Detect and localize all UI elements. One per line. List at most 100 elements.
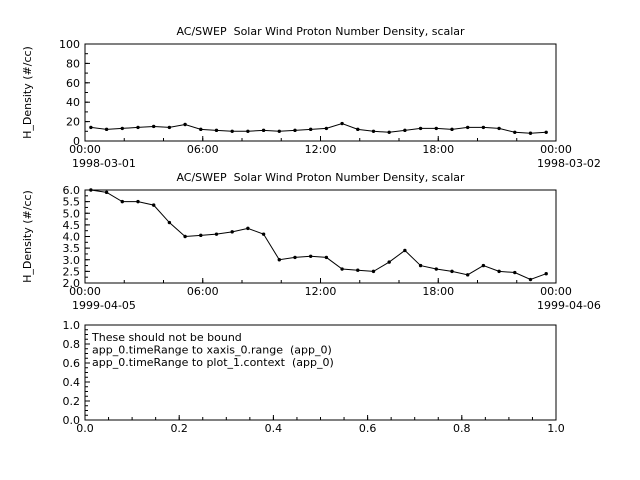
data-point-marker xyxy=(324,126,329,131)
data-point-marker xyxy=(104,190,109,195)
x-tick-label: 12:00 xyxy=(305,143,337,156)
data-point-marker xyxy=(513,270,517,275)
y-tick-label: 100 xyxy=(59,38,80,51)
annotation-line: app_0.timeRange to xaxis_0.range (app_0) xyxy=(92,344,332,357)
data-point-marker xyxy=(246,129,250,133)
plot-title: AC/SWEP Solar Wind Proton Number Density… xyxy=(176,25,465,38)
data-point-marker xyxy=(230,230,234,234)
data-point-marker xyxy=(293,128,297,133)
data-point-marker xyxy=(340,267,344,271)
plot-title: AC/SWEP Solar Wind Proton Number Density… xyxy=(176,171,465,184)
y-tick-label: 2.0 xyxy=(63,277,81,290)
data-point-marker xyxy=(261,232,266,236)
y-axis-label: H_Density (#/cc) xyxy=(21,190,34,283)
data-point-marker xyxy=(544,130,548,134)
data-point-marker xyxy=(481,125,486,130)
data-point-marker xyxy=(403,128,407,133)
x-tick-label: 0.2 xyxy=(170,422,188,435)
data-line xyxy=(90,189,547,281)
data-point-marker xyxy=(403,248,407,253)
data-point-marker xyxy=(513,130,517,134)
x-tick-label: 18:00 xyxy=(422,143,454,156)
data-point-marker xyxy=(183,122,187,127)
data-point-marker xyxy=(151,124,156,129)
x-tick-label: 1.0 xyxy=(547,422,565,435)
plot-1[interactable]: AC/SWEP Solar Wind Proton Number Density… xyxy=(21,25,601,170)
data-point-marker xyxy=(104,127,109,132)
data-point-marker xyxy=(497,269,501,274)
data-point-marker xyxy=(89,188,93,192)
y-tick-label: 5.0 xyxy=(63,207,81,220)
y-tick-label: 60 xyxy=(66,77,80,90)
data-point-marker xyxy=(465,273,470,277)
data-point-marker xyxy=(450,269,454,274)
y-tick-label: 0.4 xyxy=(63,376,81,389)
x-tick-label: 06:00 xyxy=(187,143,219,156)
data-point-marker xyxy=(371,269,376,274)
data-point-marker xyxy=(246,226,250,231)
data-point-marker xyxy=(450,127,454,132)
data-point-marker xyxy=(418,263,423,268)
y-tick-label: 0.6 xyxy=(63,357,81,370)
x-axis-date-end: 1998-03-02 xyxy=(537,157,601,170)
y-tick-label: 0 xyxy=(73,135,80,148)
data-point-marker xyxy=(199,127,203,132)
x-tick-label: 06:00 xyxy=(187,285,219,298)
y-tick-label: 40 xyxy=(66,96,80,109)
data-point-marker xyxy=(544,272,548,276)
data-point-marker xyxy=(183,234,187,239)
data-point-marker xyxy=(214,128,219,133)
data-point-marker xyxy=(528,277,533,282)
y-tick-label: 4.5 xyxy=(63,219,81,232)
data-point-marker xyxy=(308,254,313,258)
y-tick-label: 0.2 xyxy=(63,395,81,408)
data-point-marker xyxy=(324,255,329,260)
data-point-marker xyxy=(356,268,360,272)
x-tick-label: 0.4 xyxy=(265,422,283,435)
plot-frame xyxy=(84,189,557,284)
data-point-marker xyxy=(136,199,140,204)
plot-2[interactable]: AC/SWEP Solar Wind Proton Number Density… xyxy=(21,171,601,312)
annotation-line: These should not be bound xyxy=(91,331,242,344)
data-point-marker xyxy=(356,127,360,132)
x-tick-label: 00:00 xyxy=(69,285,101,298)
plot-3[interactable]: 0.0 0.2 0.4 0.6 0.8 1.0 0.0 0.2 0.4 0.6 0.8 1.0 Thes… xyxy=(63,319,565,435)
data-point-marker xyxy=(497,126,501,131)
data-point-marker xyxy=(465,125,470,130)
y-tick-label: 6.0 xyxy=(63,184,81,197)
data-point-marker xyxy=(434,267,438,271)
x-axis-date-start: 1999-04-05 xyxy=(72,299,136,312)
x-axis-date-start: 1998-03-01 xyxy=(72,157,136,170)
data-point-marker xyxy=(151,203,156,207)
y-tick-label: 1.0 xyxy=(63,319,81,332)
data-point-marker xyxy=(167,125,172,130)
data-point-marker xyxy=(199,233,203,238)
data-point-marker xyxy=(261,128,266,133)
x-tick-label: 00:00 xyxy=(69,143,101,156)
y-tick-label: 0.8 xyxy=(63,338,81,351)
x-tick-label: 0.0 xyxy=(76,422,94,435)
data-point-marker xyxy=(481,263,486,268)
data-point-marker xyxy=(120,126,124,131)
data-point-marker xyxy=(293,255,297,260)
y-tick-label: 80 xyxy=(66,57,80,70)
y-tick-label: 0.0 xyxy=(63,414,81,427)
data-point-marker xyxy=(120,199,124,204)
x-tick-label: 0.8 xyxy=(453,422,471,435)
data-point-marker xyxy=(387,260,391,264)
x-tick-label: 0.6 xyxy=(359,422,377,435)
data-point-marker xyxy=(214,232,219,236)
data-point-marker xyxy=(528,131,533,135)
data-point-marker xyxy=(434,126,438,131)
y-tick-label: 20 xyxy=(66,116,80,129)
x-tick-label: 00:00 xyxy=(540,285,572,298)
data-point-marker xyxy=(277,129,281,133)
data-point-marker xyxy=(308,127,313,132)
data-point-marker xyxy=(230,129,234,133)
data-point-marker xyxy=(277,258,281,262)
data-point-marker xyxy=(371,129,376,133)
y-tick-label: 4.0 xyxy=(63,231,81,244)
y-tick-label: 5.5 xyxy=(63,196,81,209)
